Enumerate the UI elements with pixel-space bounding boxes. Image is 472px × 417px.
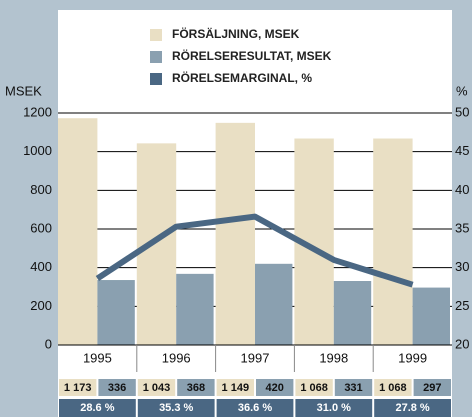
table-cell xyxy=(374,379,412,396)
y2-tick-label: 25 xyxy=(455,298,469,313)
table-cell xyxy=(256,379,294,396)
y-tick-label: 600 xyxy=(30,220,52,235)
table-value: 368 xyxy=(187,382,205,394)
table-value: 336 xyxy=(108,382,126,394)
y-tick-label: 0 xyxy=(45,336,52,351)
bar xyxy=(97,280,135,345)
y-tick-label: 200 xyxy=(30,298,52,313)
x-tick-label: 1997 xyxy=(241,350,270,365)
legend-label: FÖRSÄLJNING, MSEK xyxy=(172,26,300,41)
y2-tick-label: 20 xyxy=(455,336,469,351)
table-value: 331 xyxy=(344,382,362,394)
bar xyxy=(373,138,413,345)
bar xyxy=(215,122,255,345)
table-value: 35.3 % xyxy=(159,402,193,414)
table-value: 297 xyxy=(423,382,441,394)
y-tick-label: 1000 xyxy=(23,143,52,158)
y2-tick-label: 35 xyxy=(455,220,469,235)
y2-tick-label: 40 xyxy=(455,182,469,197)
table-cell xyxy=(216,379,254,396)
table-value: 1 173 xyxy=(64,382,92,394)
table-cell xyxy=(216,399,294,417)
table-value: 36.6 % xyxy=(238,402,272,414)
table-value: 1 068 xyxy=(379,382,407,394)
table-cell xyxy=(334,379,373,396)
x-tick-label: 1995 xyxy=(83,350,112,365)
table-value: 1 043 xyxy=(143,382,171,394)
table-value: 28.6 % xyxy=(80,402,114,414)
bar xyxy=(333,281,372,345)
table-cell xyxy=(177,379,215,396)
table-cell xyxy=(59,399,136,417)
legend-label: RÖRELSERESULTAT, MSEK xyxy=(172,48,332,63)
legend-swatch xyxy=(150,73,162,85)
y-tick-label: 800 xyxy=(30,182,52,197)
table-cell xyxy=(374,399,451,417)
table-cell xyxy=(137,379,176,396)
table-cell xyxy=(59,379,97,396)
bar xyxy=(255,263,293,345)
bar xyxy=(136,143,177,345)
y2-tick-label: 50 xyxy=(455,104,469,119)
x-tick-label: 1996 xyxy=(162,350,191,365)
bar xyxy=(176,273,214,345)
y-tick-label: 400 xyxy=(30,259,52,274)
bar xyxy=(412,287,450,345)
x-tick-label: 1998 xyxy=(319,350,348,365)
table-value: 27.8 % xyxy=(395,402,429,414)
table-cell xyxy=(137,399,215,417)
table-value: 1 149 xyxy=(222,382,250,394)
table-value: 420 xyxy=(266,382,284,394)
line xyxy=(95,213,414,288)
y-tick-label: 1200 xyxy=(23,104,52,119)
table-cell xyxy=(295,379,333,396)
y2-axis-label: % xyxy=(456,83,468,98)
table-cell xyxy=(413,379,451,396)
legend-swatch xyxy=(150,29,162,41)
x-tick-label: 1999 xyxy=(398,350,427,365)
y2-tick-label: 30 xyxy=(455,259,469,274)
table-value: 31.0 % xyxy=(317,402,351,414)
table-cell xyxy=(98,379,136,396)
y-axis-label: MSEK xyxy=(5,83,42,98)
table-value: 1 068 xyxy=(300,382,328,394)
legend-swatch xyxy=(150,51,162,63)
y2-tick-label: 45 xyxy=(455,143,469,158)
table-cell xyxy=(295,399,373,417)
legend-label: RÖRELSEMARGINAL, % xyxy=(172,70,312,85)
bar xyxy=(58,118,98,345)
